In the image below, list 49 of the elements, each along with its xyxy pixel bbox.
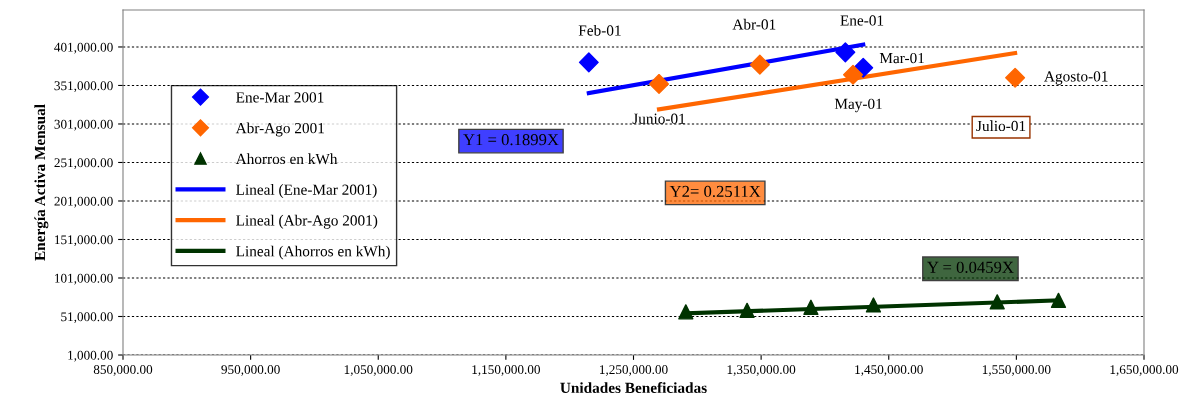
point: [649, 73, 670, 94]
annotation: Ene-01: [840, 15, 884, 26]
x-tick-label: 1,150,000.00: [472, 365, 541, 376]
annotation: May-01: [834, 98, 882, 113]
x-tick-label: 1,550,000.00: [982, 365, 1051, 376]
legend-label: Ene-Mar 2001: [236, 92, 324, 103]
x-tick-label: 1,250,000.00: [600, 365, 668, 376]
y-tick-label: 251,000.00: [54, 158, 113, 170]
y-tick-label: 51,000.00: [61, 312, 113, 324]
point: [989, 294, 1005, 310]
annotation: Y = 0.0459X: [927, 261, 1014, 273]
point: [1005, 67, 1026, 88]
y-tick-label: 401,000.00: [54, 42, 113, 54]
x-tick-label: 1,050,000.00: [344, 365, 413, 376]
x-tick-label: 1,450,000.00: [855, 365, 923, 376]
point: [803, 299, 819, 315]
point: [578, 52, 599, 73]
x-tick-label: 850,000.00: [93, 365, 153, 376]
x-tick-label: 950,000.00: [221, 365, 280, 376]
legend-label: Lineal (Ene-Mar 2001): [236, 184, 377, 198]
y-tick-label: 101,000.00: [55, 273, 113, 285]
legend-label: Abr-Ago 2001: [235, 122, 324, 137]
y-tick-label: 151,000.00: [55, 235, 113, 247]
annotation: Abr-01: [732, 18, 776, 30]
point: [865, 297, 882, 313]
point: [843, 64, 864, 85]
y-axis-title: Energía Activa Mensual: [34, 104, 49, 261]
y-tick-label: 201,000.00: [54, 196, 113, 208]
annotation: Y2= 0.2511X: [669, 185, 761, 198]
annotation: Agosto-01: [1044, 71, 1108, 85]
legend-label: Lineal (Abr-Ago 2001): [236, 214, 378, 229]
annotation: Junio-01: [632, 113, 685, 124]
legend-label: Ahorros en kWh: [235, 153, 338, 165]
point: [749, 54, 770, 75]
point: [739, 302, 755, 318]
x-axis-title: Unidades Beneficiadas: [560, 382, 707, 393]
x-tick-label: 1,350,000.00: [727, 365, 796, 376]
point: [1050, 292, 1067, 308]
x-tick-label: 1,650,000.00: [1110, 365, 1179, 376]
legend-label: Lineal (Ahorros en kWh): [236, 245, 390, 260]
annotation: Julio-01: [976, 120, 1026, 132]
y-tick-label: 351,000.00: [54, 81, 113, 93]
point: [835, 42, 856, 63]
y-tick-label: 1,000.00: [68, 350, 113, 362]
annotation: Y1 = 0.1899X: [463, 134, 559, 146]
annotation: Mar-01: [879, 52, 924, 64]
y-tick-label: 301,000.00: [54, 119, 113, 131]
annotation: Feb-01: [578, 24, 621, 36]
point: [678, 304, 694, 320]
